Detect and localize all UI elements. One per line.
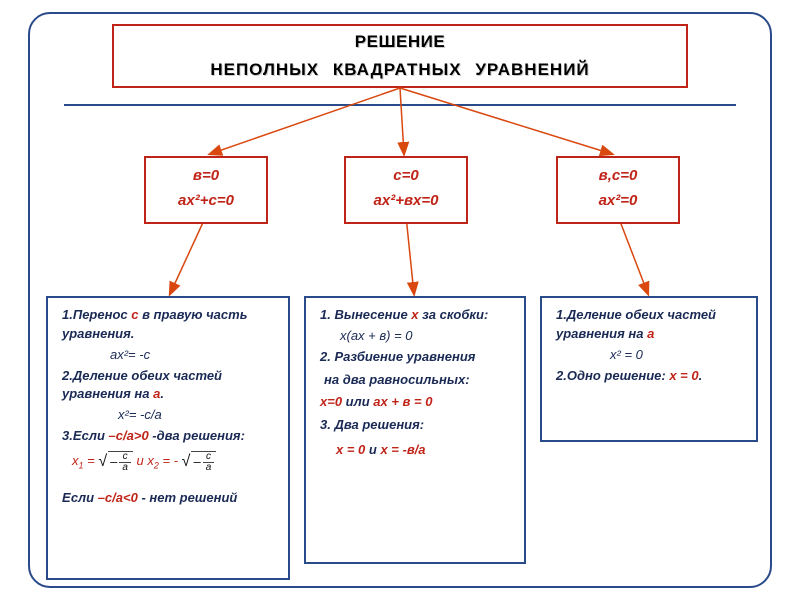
txt: за скобки: [419, 307, 489, 322]
split: х=0 или ах + в = 0 [320, 393, 514, 412]
eq: х²= -с/а [118, 406, 278, 425]
detail-c0: 1. Вынесение х за скобки: х(ах + в) = 0 … [304, 296, 526, 564]
num: с [203, 452, 215, 463]
detail-b0: 1.Перенос с в правую часть уравнения. ах… [46, 296, 290, 580]
den: а [119, 463, 131, 473]
case-eq: ах²+с=0 [146, 189, 266, 214]
txt: 3.Если [62, 428, 109, 443]
case-c0: с=0 ах²+вх=0 [344, 156, 468, 224]
detail-bc0: 1.Деление обеих частей уравнения на а х²… [540, 296, 758, 442]
eq: х = -в/а [380, 442, 425, 457]
case-b0: в=0 ах²+с=0 [144, 156, 268, 224]
txt: 2.Одно решение: [556, 368, 669, 383]
eq: = [84, 453, 99, 468]
txt: 1.Перенос [62, 307, 131, 322]
txt: Если [62, 490, 98, 505]
eq: ах + в = 0 [373, 394, 432, 409]
case-bc0: в,с=0 ах²=0 [556, 156, 680, 224]
case-eq: ах²+вх=0 [346, 189, 466, 214]
eq: х = 0 [336, 442, 365, 457]
case-eq: ах²=0 [558, 189, 678, 214]
root: х = 0 [669, 368, 698, 383]
txt: 1. Вынесение [320, 307, 411, 322]
a-var: а [647, 326, 654, 341]
txt: - нет решений [138, 490, 238, 505]
eq: = - [159, 453, 182, 468]
x: и х [137, 453, 154, 468]
case-cond: в=0 [146, 164, 266, 189]
title-line2: НЕПОЛНЫХ КВАДРАТНЫХ УРАВНЕНИЙ [114, 60, 686, 80]
txt: на два равносильных: [324, 372, 470, 387]
eq: х(ах + в) = 0 [340, 327, 514, 346]
roots-line: х1 = √–са и х2 = - √–са [72, 450, 278, 473]
num: с [119, 452, 131, 463]
title-line1: РЕШЕНИЕ [114, 32, 686, 52]
or: или [342, 394, 373, 409]
txt: 2.Деление обеих частей уравнения на [62, 368, 222, 402]
title-box: РЕШЕНИЕ НЕПОЛНЫХ КВАДРАТНЫХ УРАВНЕНИЙ [112, 24, 688, 88]
cond: –с/а>0 [109, 428, 149, 443]
dot: . [699, 368, 703, 383]
txt: 1.Деление обеих частей уравнения на [556, 307, 716, 341]
txt: . [160, 386, 164, 401]
txt: 2. Разбиение уравнения [320, 349, 475, 364]
txt: 3. Два решения: [320, 417, 424, 432]
eq: ах²= -с [110, 346, 278, 365]
txt: -два решения: [149, 428, 245, 443]
x-var: х [411, 307, 418, 322]
case-cond: в,с=0 [558, 164, 678, 189]
eq: х² = 0 [610, 346, 746, 365]
roots: х = 0 и х = -в/а [336, 441, 514, 460]
eq: х=0 [320, 394, 342, 409]
case-cond: с=0 [346, 164, 466, 189]
den: а [203, 463, 215, 473]
and: и [365, 442, 380, 457]
divider [64, 104, 736, 106]
cond: –с/а<0 [98, 490, 138, 505]
